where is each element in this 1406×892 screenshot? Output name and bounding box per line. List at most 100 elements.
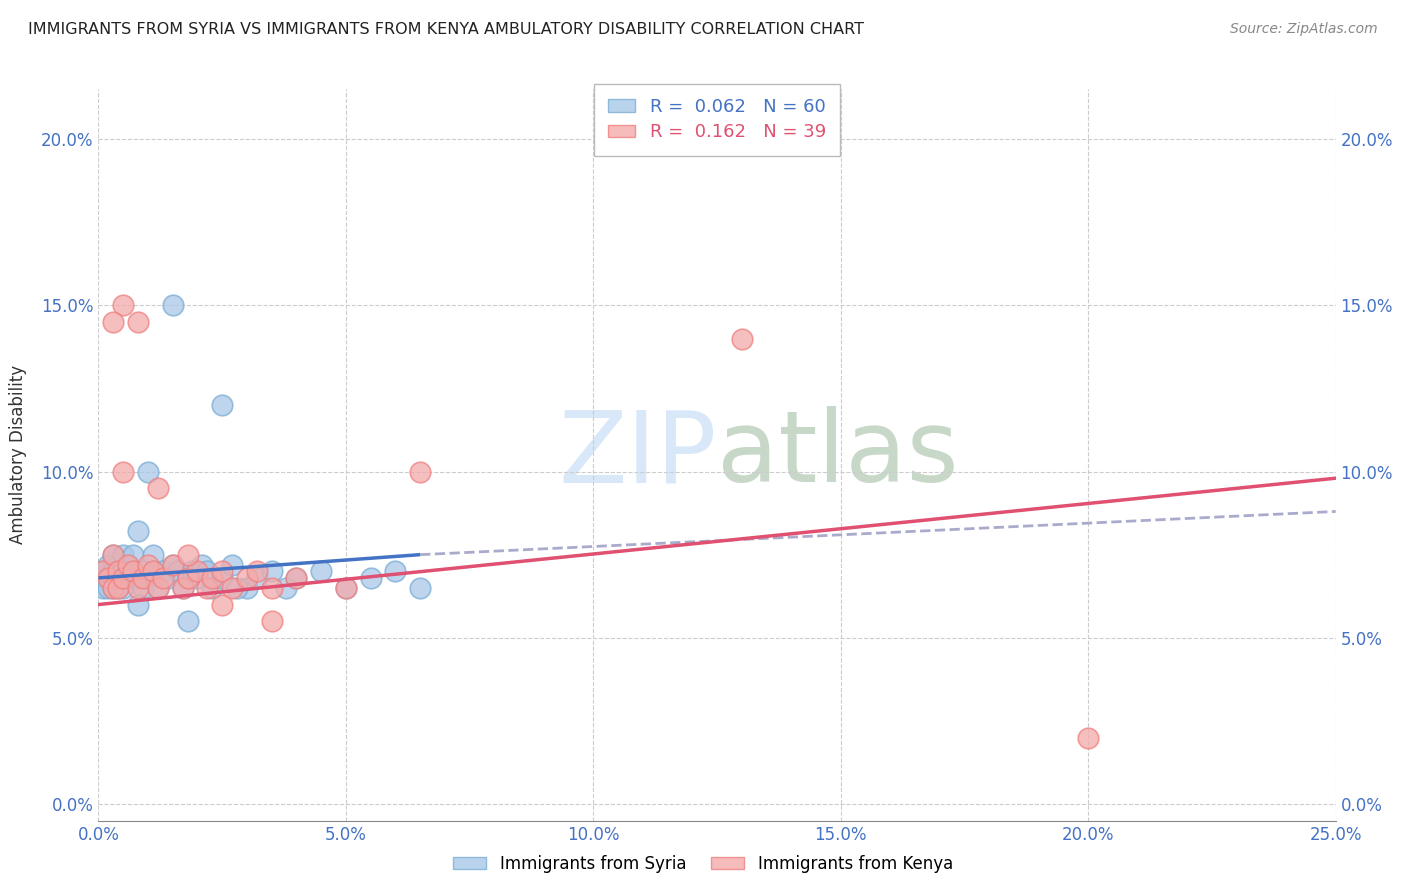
Point xyxy=(103,571,125,585)
Point xyxy=(112,548,135,562)
Legend: R =  0.062   N = 60, R =  0.162   N = 39: R = 0.062 N = 60, R = 0.162 N = 39 xyxy=(593,84,841,156)
Point xyxy=(211,398,233,412)
Point xyxy=(122,564,145,578)
Point xyxy=(146,581,169,595)
Text: IMMIGRANTS FROM SYRIA VS IMMIGRANTS FROM KENYA AMBULATORY DISABILITY CORRELATION: IMMIGRANTS FROM SYRIA VS IMMIGRANTS FROM… xyxy=(28,22,865,37)
Point xyxy=(221,558,243,572)
Point xyxy=(142,548,165,562)
Y-axis label: Ambulatory Disability: Ambulatory Disability xyxy=(10,366,27,544)
Point xyxy=(142,564,165,578)
Point xyxy=(112,571,135,585)
Point xyxy=(285,571,308,585)
Point xyxy=(103,548,125,562)
Point xyxy=(162,298,184,312)
Point xyxy=(409,465,432,479)
Point xyxy=(186,564,208,578)
Point xyxy=(152,571,174,585)
Point xyxy=(1077,731,1099,745)
Point xyxy=(103,564,125,578)
Point xyxy=(260,614,283,628)
Point xyxy=(136,465,159,479)
Point xyxy=(122,548,145,562)
Text: ZIP: ZIP xyxy=(558,407,717,503)
Point xyxy=(97,558,120,572)
Point xyxy=(152,564,174,578)
Point xyxy=(195,564,218,578)
Point xyxy=(127,581,149,595)
Point xyxy=(156,571,179,585)
Point xyxy=(146,581,169,595)
Point xyxy=(211,598,233,612)
Point xyxy=(146,481,169,495)
Point xyxy=(409,581,432,595)
Point xyxy=(97,581,120,595)
Point xyxy=(176,548,198,562)
Point xyxy=(117,558,139,572)
Point xyxy=(276,581,298,595)
Point xyxy=(112,298,135,312)
Point xyxy=(97,571,120,585)
Point xyxy=(127,598,149,612)
Point xyxy=(181,564,204,578)
Point xyxy=(236,571,259,585)
Point xyxy=(112,581,135,595)
Point xyxy=(172,581,194,595)
Point xyxy=(221,581,243,595)
Point xyxy=(384,564,406,578)
Point xyxy=(195,581,218,595)
Point xyxy=(107,571,129,585)
Point xyxy=(107,564,129,578)
Point xyxy=(117,564,139,578)
Point xyxy=(136,558,159,572)
Point xyxy=(136,571,159,585)
Point xyxy=(132,571,155,585)
Point xyxy=(103,315,125,329)
Point xyxy=(246,571,269,585)
Point xyxy=(107,581,129,595)
Point xyxy=(112,564,135,578)
Point xyxy=(112,571,135,585)
Point xyxy=(162,558,184,572)
Point xyxy=(93,581,115,595)
Point xyxy=(246,564,269,578)
Point xyxy=(93,564,115,578)
Point xyxy=(285,571,308,585)
Text: atlas: atlas xyxy=(717,407,959,503)
Point xyxy=(142,564,165,578)
Point xyxy=(335,581,357,595)
Point xyxy=(226,581,249,595)
Point xyxy=(191,558,214,572)
Point xyxy=(176,571,198,585)
Point xyxy=(335,581,357,595)
Point xyxy=(127,524,149,539)
Point xyxy=(103,581,125,595)
Point xyxy=(127,571,149,585)
Point xyxy=(93,571,115,585)
Point xyxy=(132,581,155,595)
Point xyxy=(309,564,332,578)
Point xyxy=(360,571,382,585)
Point xyxy=(731,332,754,346)
Point xyxy=(260,564,283,578)
Point xyxy=(162,558,184,572)
Point xyxy=(172,581,194,595)
Point xyxy=(97,564,120,578)
Point xyxy=(176,571,198,585)
Point xyxy=(166,564,188,578)
Point xyxy=(103,548,125,562)
Point xyxy=(176,614,198,628)
Point xyxy=(122,564,145,578)
Point xyxy=(112,465,135,479)
Point xyxy=(117,571,139,585)
Point xyxy=(236,581,259,595)
Point xyxy=(132,564,155,578)
Legend: Immigrants from Syria, Immigrants from Kenya: Immigrants from Syria, Immigrants from K… xyxy=(446,848,960,880)
Point xyxy=(211,564,233,578)
Text: Source: ZipAtlas.com: Source: ZipAtlas.com xyxy=(1230,22,1378,37)
Point xyxy=(201,571,224,585)
Point xyxy=(103,581,125,595)
Point xyxy=(127,315,149,329)
Point xyxy=(107,564,129,578)
Point xyxy=(201,581,224,595)
Point xyxy=(186,571,208,585)
